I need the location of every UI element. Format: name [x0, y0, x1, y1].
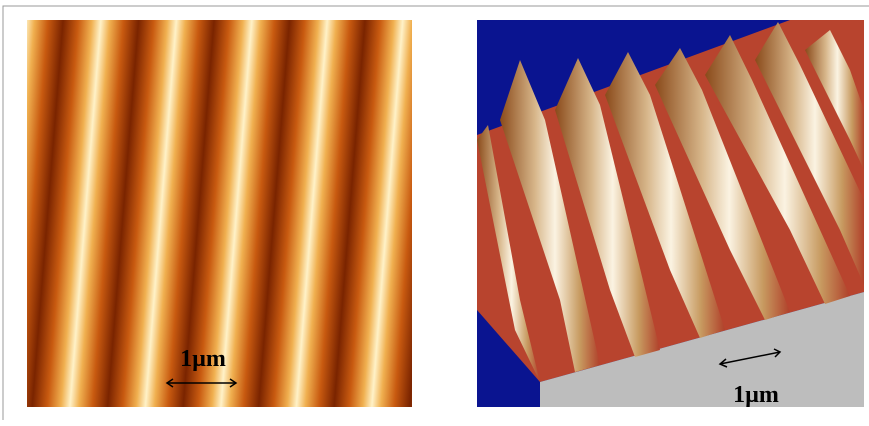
ridge	[605, 52, 725, 338]
arrow-head	[229, 378, 238, 388]
ridge	[805, 30, 864, 170]
arrow-head	[773, 348, 782, 358]
ridges	[477, 22, 864, 382]
ridge	[655, 48, 790, 320]
ridge	[477, 125, 540, 382]
ridge	[705, 35, 850, 304]
scale-label: 1µm	[733, 382, 779, 408]
arrow-head	[718, 358, 728, 368]
afm-image-2d	[27, 20, 412, 407]
ridge	[755, 22, 864, 285]
scale-bar	[719, 351, 781, 365]
arrow-head	[165, 378, 174, 388]
scale-label: 1µm	[180, 346, 226, 372]
base	[540, 292, 864, 407]
ridge	[500, 60, 600, 372]
frame	[2, 5, 869, 420]
ridge	[555, 58, 660, 357]
